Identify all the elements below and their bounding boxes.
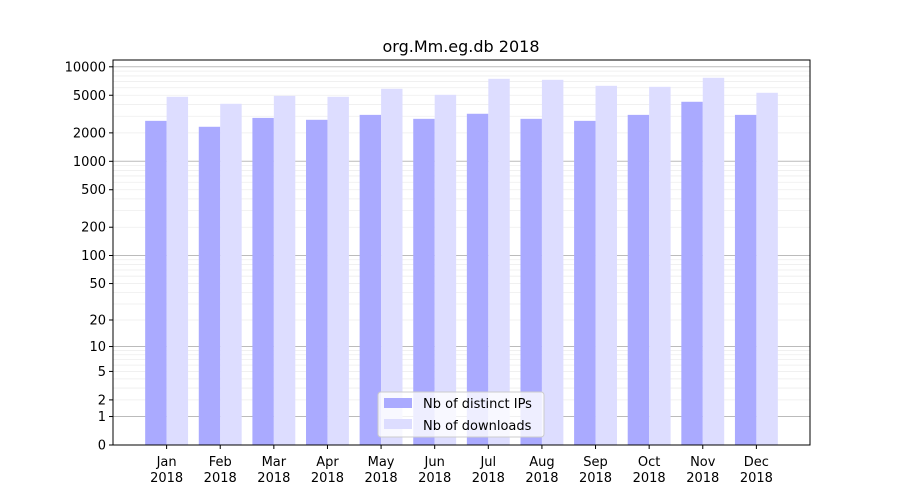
bar-downloads — [434, 94, 457, 445]
bar-ips — [627, 114, 650, 445]
bar-ips — [198, 126, 221, 445]
bar-downloads — [220, 103, 242, 445]
bar-downloads — [541, 79, 564, 445]
y-axis: 0 1 2 5 10 20 50 100 200 500 1000 2000 5000 10000 — [65, 60, 113, 454]
x-tick-label: Nov 2018 — [686, 455, 719, 486]
bar-downloads — [702, 77, 725, 445]
y-tick-label: 2 — [98, 393, 106, 408]
legend-swatch-ips — [384, 398, 412, 408]
y-tick-label: 20 — [89, 313, 106, 328]
bar-ips — [734, 114, 757, 445]
legend-label-ips: Nb of distinct IPs — [423, 397, 532, 412]
y-tick-label: 5000 — [73, 89, 106, 104]
bar-ips — [359, 114, 382, 445]
bar-downloads — [756, 92, 778, 445]
y-tick-label: 50 — [89, 277, 106, 292]
y-tick-label: 2000 — [73, 126, 106, 141]
x-tick-label: Mar 2018 — [257, 455, 290, 486]
y-tick-label: 5 — [98, 365, 106, 380]
bar-ips — [306, 119, 328, 446]
x-axis: Jan 2018 Feb 2018 Mar 2018 Apr 2018 May 2018 Jun 20… — [150, 445, 773, 486]
bar-ips — [413, 118, 435, 446]
x-tick-label: Jul 2018 — [472, 455, 505, 486]
y-tick-label: 1 — [98, 410, 106, 425]
y-tick-label: 500 — [81, 183, 106, 198]
chart-title: org.Mm.eg.db 2018 — [382, 37, 539, 56]
x-tick-label: May 2018 — [365, 455, 398, 486]
legend-label-downloads: Nb of downloads — [423, 419, 532, 434]
bar-ips — [252, 117, 274, 446]
y-tick-label: 100 — [81, 249, 106, 264]
x-tick-label: Feb 2018 — [204, 455, 237, 486]
x-tick-label: Jun 2018 — [418, 455, 451, 486]
bar-downloads — [273, 95, 296, 446]
y-tick-label: 1000 — [73, 155, 106, 170]
x-tick-label: Oct 2018 — [633, 455, 666, 486]
bar-ips — [466, 113, 489, 446]
bar-downloads — [595, 85, 617, 445]
y-tick-label: 10000 — [65, 60, 106, 75]
x-tick-label: Sep 2018 — [579, 455, 612, 486]
x-tick-label: Apr 2018 — [311, 455, 344, 486]
x-tick-label: Jan 2018 — [150, 455, 183, 486]
x-tick-label: Aug 2018 — [525, 455, 558, 486]
bar-downloads — [649, 86, 671, 445]
plot-frame — [112, 59, 811, 446]
bar-downloads — [488, 78, 510, 445]
legend-swatch-downloads — [384, 419, 412, 429]
bar-downloads — [327, 96, 349, 445]
bar-ips — [520, 118, 542, 446]
legend: Nb of distinct IPs Nb of downloads — [377, 391, 545, 438]
bars — [145, 77, 778, 446]
bar-downloads — [166, 96, 189, 445]
bar-ips — [145, 120, 167, 446]
bar-ips — [574, 120, 596, 446]
x-tick-label: Dec 2018 — [740, 455, 773, 486]
y-tick-label: 0 — [98, 439, 106, 454]
y-tick-label: 200 — [81, 221, 106, 236]
bar-ips — [681, 101, 703, 445]
bar-downloads — [381, 88, 403, 446]
y-tick-label: 10 — [89, 340, 106, 355]
legend-box — [377, 391, 545, 438]
